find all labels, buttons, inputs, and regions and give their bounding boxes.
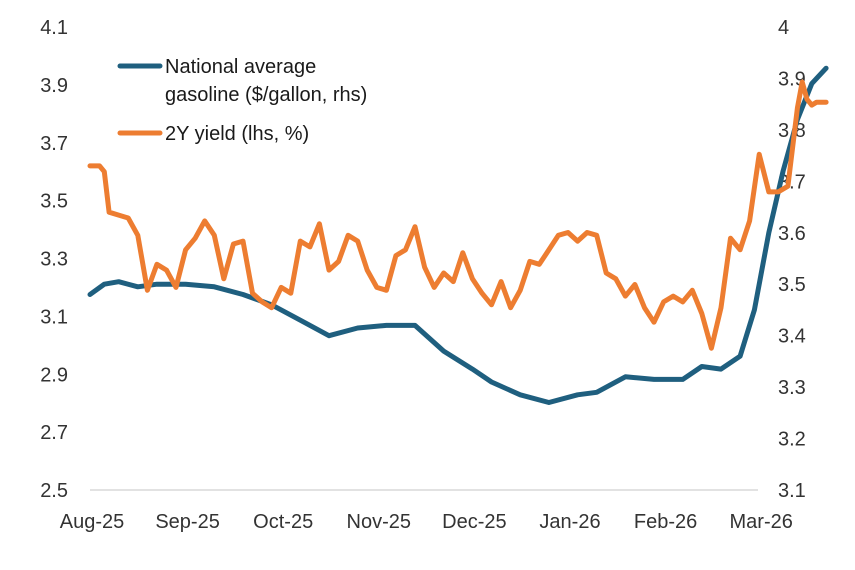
x-tick-label: Dec-25 xyxy=(442,511,506,533)
series-line-2y-yield xyxy=(87,79,829,351)
axes: 2.5 2.7 2.9 3.1 3.3 3.5 3.7 3.9 4.1 3.1 3.2 3.3 3.4 3… xyxy=(40,17,806,533)
y-left-tick-label: 3.1 xyxy=(40,306,68,328)
y-right-tick-label: 4 xyxy=(778,17,789,39)
x-tick-label: Aug-25 xyxy=(60,511,125,533)
y-right-tick-label: 3.6 xyxy=(778,223,806,245)
y-left-tick-label: 2.5 xyxy=(40,480,68,502)
y-left-tick-label: 3.5 xyxy=(40,191,68,213)
x-tick-label: Jan-26 xyxy=(539,511,600,533)
x-tick-label: Feb-26 xyxy=(634,511,697,533)
y-left-tick-label: 2.9 xyxy=(40,364,68,386)
y-right-tick-label: 3.1 xyxy=(778,480,806,502)
y-right-tick-label: 3.4 xyxy=(778,326,806,348)
x-tick-label: Mar-26 xyxy=(730,511,793,533)
series-layer xyxy=(87,65,829,405)
legend-label-gasoline-line2: gasoline ($/gallon, rhs) xyxy=(165,84,367,106)
y-right-tick-label: 3.9 xyxy=(778,68,806,90)
legend: National average gasoline ($/gallon, rhs… xyxy=(117,56,367,145)
y-left-tick-label: 4.1 xyxy=(40,17,68,39)
y-right-tick-label: 3.3 xyxy=(778,377,806,399)
x-tick-label: Oct-25 xyxy=(253,511,313,533)
x-tick-label: Nov-25 xyxy=(347,511,411,533)
legend-label-2y-yield: 2Y yield (lhs, %) xyxy=(165,123,309,145)
series-line-gasoline xyxy=(87,65,829,405)
y-left-tick-label: 3.7 xyxy=(40,133,68,155)
y-left-tick-label: 3.9 xyxy=(40,75,68,97)
y-left-tick-label: 3.3 xyxy=(40,249,68,271)
y-right-tick-label: 3.5 xyxy=(778,274,806,296)
y-left-tick-label: 2.7 xyxy=(40,422,68,444)
x-tick-label: Sep-25 xyxy=(155,511,220,533)
y-right-tick-label: 3.2 xyxy=(778,429,806,451)
legend-label-gasoline-line1: National average xyxy=(165,56,316,78)
